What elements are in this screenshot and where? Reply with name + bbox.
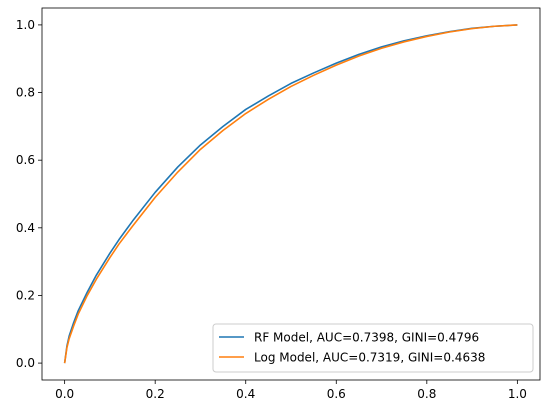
series-line-1: [63, 24, 518, 364]
x-tick-label: 1.0: [508, 387, 527, 401]
x-axis-ticks: 0.0 0.2 0.4 0.6 0.8 1.0: [55, 380, 527, 401]
legend-label-log-model: Log Model, AUC=0.7319, GINI=0.4638: [254, 351, 485, 365]
y-tick-label: 0.2: [16, 288, 35, 302]
series-layer: [63, 24, 518, 364]
y-axis-ticks: 0.0 0.2 0.4 0.6 0.8 1.0: [16, 18, 42, 370]
y-tick-label: 1.0: [16, 18, 35, 32]
x-tick-label: 0.0: [55, 387, 74, 401]
y-tick-label: 0.6: [16, 153, 35, 167]
x-tick-label: 0.6: [327, 387, 346, 401]
y-tick-label: 0.0: [16, 356, 35, 370]
x-tick-label: 0.4: [236, 387, 255, 401]
y-tick-label: 0.4: [16, 221, 35, 235]
plot-area: [42, 8, 540, 380]
x-tick-label: 0.8: [417, 387, 436, 401]
x-tick-label: 0.2: [146, 387, 165, 401]
legend: RF Model, AUC=0.7398, GINI=0.4796 Log Mo…: [212, 323, 534, 373]
legend-box: [212, 323, 534, 373]
legend-label-rf-model: RF Model, AUC=0.7398, GINI=0.4796: [254, 331, 479, 345]
plot-frame: [41, 7, 541, 381]
y-tick-label: 0.8: [16, 86, 35, 100]
